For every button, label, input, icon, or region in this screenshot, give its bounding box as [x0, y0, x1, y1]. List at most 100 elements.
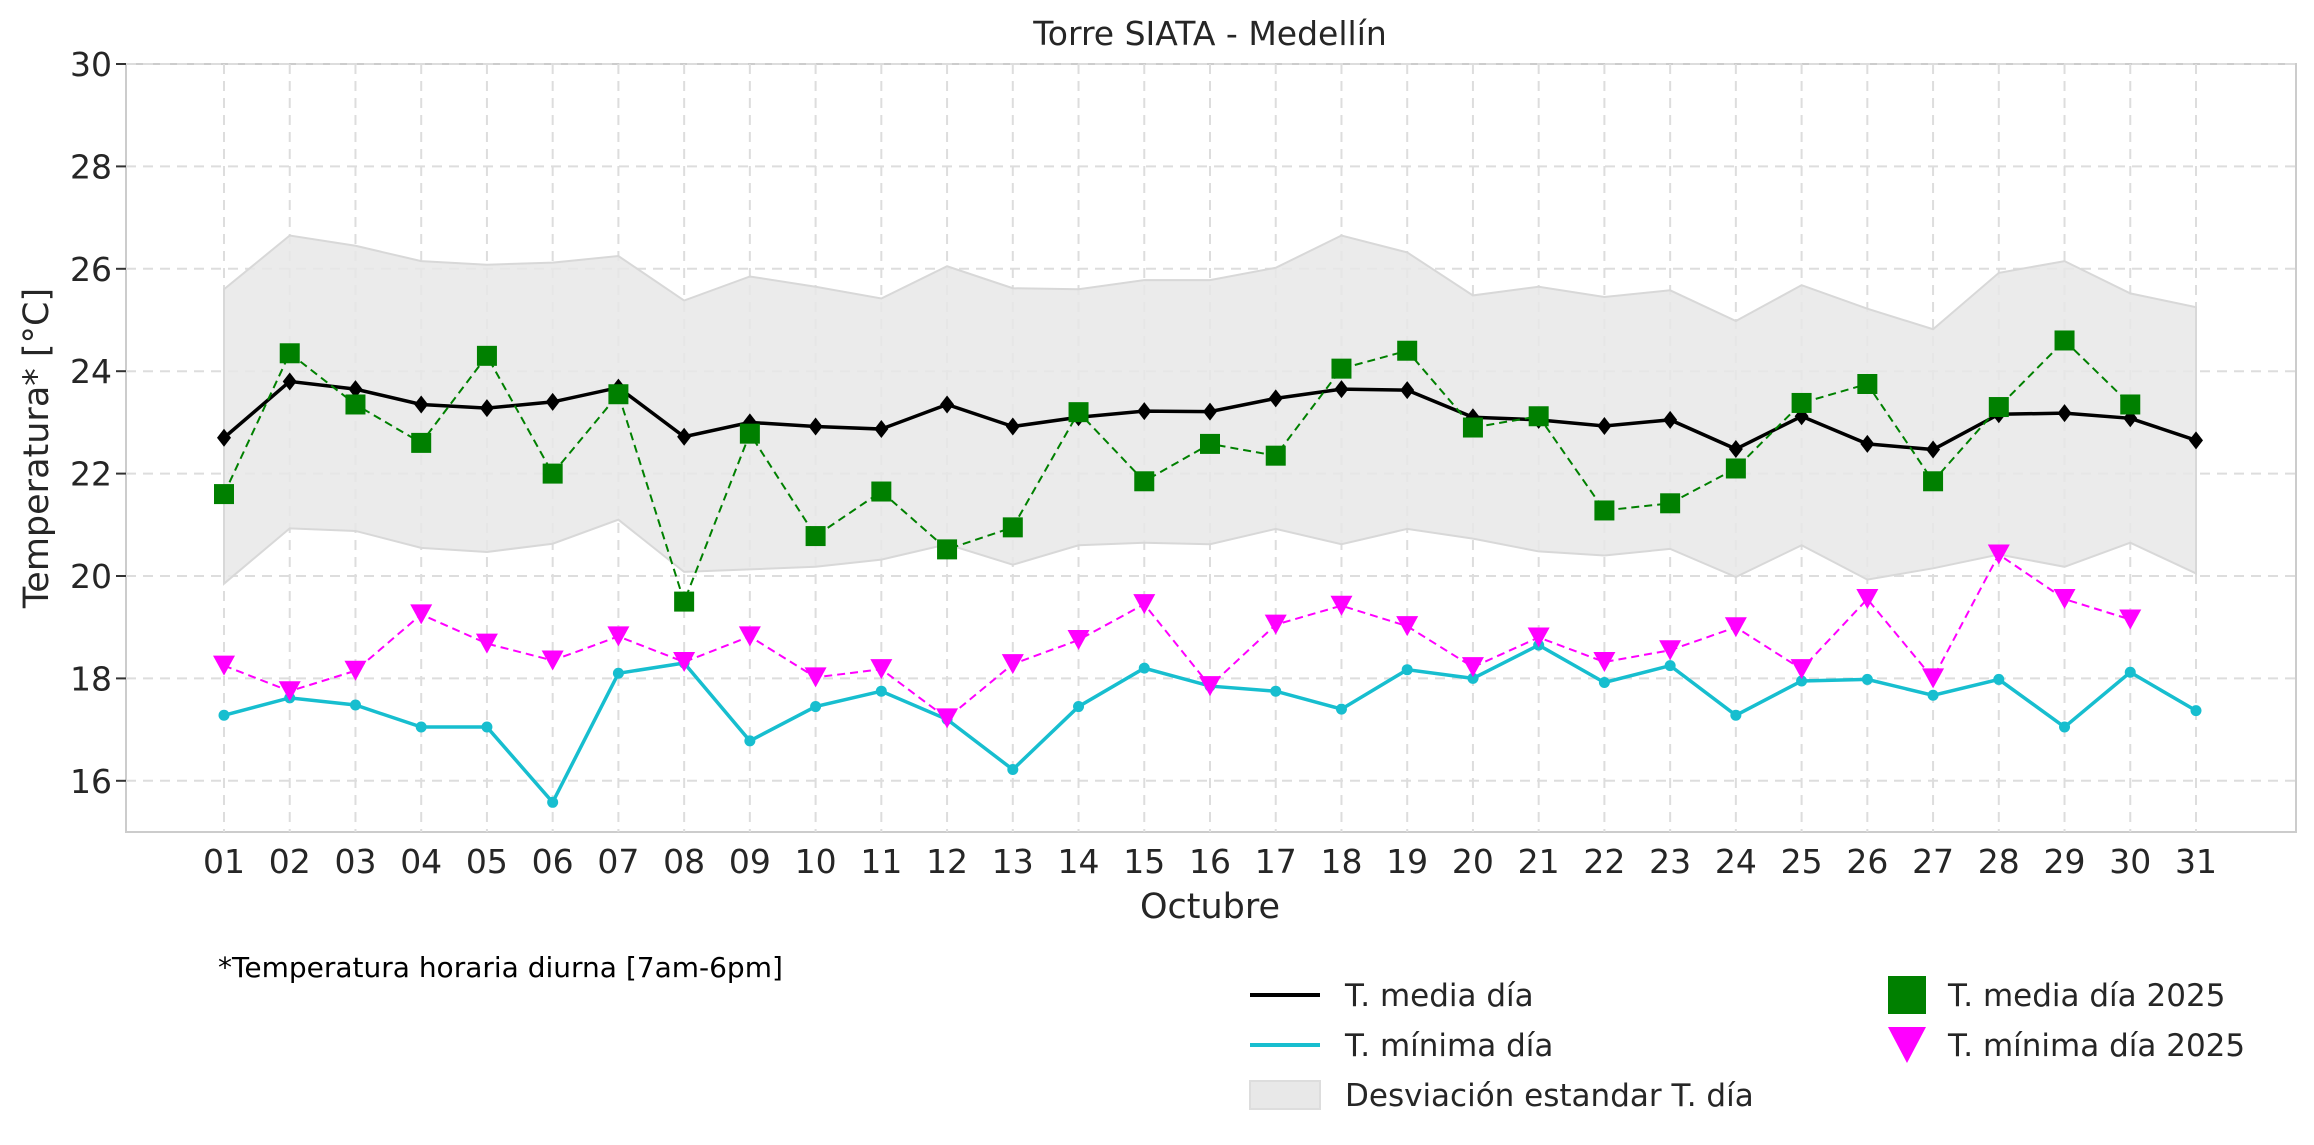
data-point: [1396, 616, 1419, 637]
x-tick-label: 25: [1781, 842, 1823, 881]
legend-item: Desviación estandar T. día: [1249, 1078, 1754, 1114]
data-point: [1138, 662, 1150, 674]
data-point: [2120, 394, 2141, 415]
data-point: [476, 345, 497, 366]
y-axis-ticks: 16 18 20 22 24 26 28 30: [70, 45, 126, 801]
data-point: [1856, 589, 1879, 610]
x-tick-label: 04: [400, 842, 442, 881]
y-tick-label: 28: [70, 147, 112, 186]
data-point: [607, 626, 630, 647]
data-point: [1860, 434, 1875, 453]
data-point: [1067, 630, 1090, 650]
data-point: [2057, 404, 2072, 423]
data-point: [2190, 705, 2202, 717]
data-point: [1397, 340, 1418, 361]
x-tick-label: 02: [269, 842, 311, 881]
series-layer: [213, 330, 2203, 808]
series-3: [213, 544, 2142, 729]
x-tick-label: 03: [334, 842, 376, 881]
data-point: [1401, 664, 1413, 676]
data-point: [214, 484, 234, 505]
data-point: [1597, 416, 1612, 435]
series-2: [214, 330, 2141, 612]
data-point: [1663, 410, 1678, 429]
data-point: [1461, 657, 1484, 678]
data-point: [1730, 709, 1742, 721]
x-tick-label: 18: [1320, 842, 1362, 881]
data-point: [673, 652, 696, 673]
data-point: [874, 420, 889, 439]
data-point: [674, 591, 695, 612]
data-point: [1927, 689, 1939, 701]
x-tick-label: 15: [1123, 842, 1165, 881]
data-point: [479, 399, 494, 418]
data-point: [1791, 392, 1812, 413]
data-point: [1527, 627, 1550, 648]
y-tick-label: 24: [70, 352, 112, 391]
data-point: [1068, 402, 1089, 423]
data-point: [1133, 594, 1156, 615]
data-point: [1598, 676, 1610, 688]
y-tick-label: 16: [70, 762, 112, 801]
data-point: [1857, 374, 1878, 394]
data-point: [411, 432, 432, 453]
y-tick-label: 26: [70, 250, 112, 289]
data-point: [1199, 676, 1221, 697]
data-point: [1988, 397, 2009, 418]
data-point: [1926, 440, 1941, 459]
data-point: [936, 708, 959, 729]
data-point: [1923, 471, 1944, 492]
data-point: [738, 626, 761, 647]
data-point: [1005, 417, 1020, 436]
y-tick-label: 30: [70, 45, 112, 84]
x-tick-label: 28: [1978, 842, 2020, 881]
data-point: [2119, 609, 2142, 630]
data-point: [218, 709, 230, 721]
data-point: [1660, 493, 1681, 514]
data-point: [547, 796, 559, 808]
data-point: [217, 428, 231, 447]
data-point: [1724, 617, 1747, 638]
x-tick-label: 01: [203, 842, 245, 881]
data-point: [1334, 380, 1349, 399]
data-point: [1664, 660, 1676, 672]
data-point: [870, 659, 893, 680]
data-point: [345, 394, 366, 415]
data-point: [1993, 673, 2005, 685]
data-point: [282, 372, 297, 391]
data-point: [1001, 654, 1024, 675]
x-tick-label: 27: [1912, 842, 1954, 881]
x-tick-label: 30: [2109, 842, 2151, 881]
data-point: [1200, 433, 1220, 454]
data-point: [940, 395, 955, 414]
data-point: [1330, 595, 1353, 616]
x-tick-label: 24: [1715, 842, 1757, 881]
data-point: [677, 427, 692, 446]
legend-item: T. media día 2025: [1888, 976, 2225, 1014]
data-point: [808, 417, 823, 436]
x-tick-label: 21: [1518, 842, 1560, 881]
x-tick-label: 05: [466, 842, 508, 881]
legend: T. media día T. mínima día Desviación esta…: [1249, 976, 2245, 1114]
data-point: [545, 392, 560, 411]
legend-symbol: [1888, 976, 1926, 1014]
legend-label: T. media día: [1344, 978, 1534, 1014]
data-point: [481, 721, 493, 733]
chart-title: Torre SIATA - Medellín: [1032, 14, 1387, 53]
data-point: [1594, 500, 1615, 521]
data-point: [1134, 471, 1155, 492]
data-point: [1987, 544, 2010, 565]
data-point: [2124, 666, 2136, 678]
data-point: [1861, 673, 1873, 685]
x-tick-label: 22: [1583, 842, 1625, 881]
legend-symbol: [1249, 1080, 1321, 1110]
data-point: [1725, 458, 1746, 479]
legend-item: T. mínima día: [1250, 1028, 1553, 1064]
data-point: [1264, 614, 1287, 635]
data-point: [1467, 672, 1479, 684]
x-tick-label: 20: [1452, 842, 1494, 881]
x-tick-label: 29: [2044, 842, 2086, 881]
data-point: [1796, 675, 1808, 687]
legend-symbol: [1888, 1027, 1926, 1063]
